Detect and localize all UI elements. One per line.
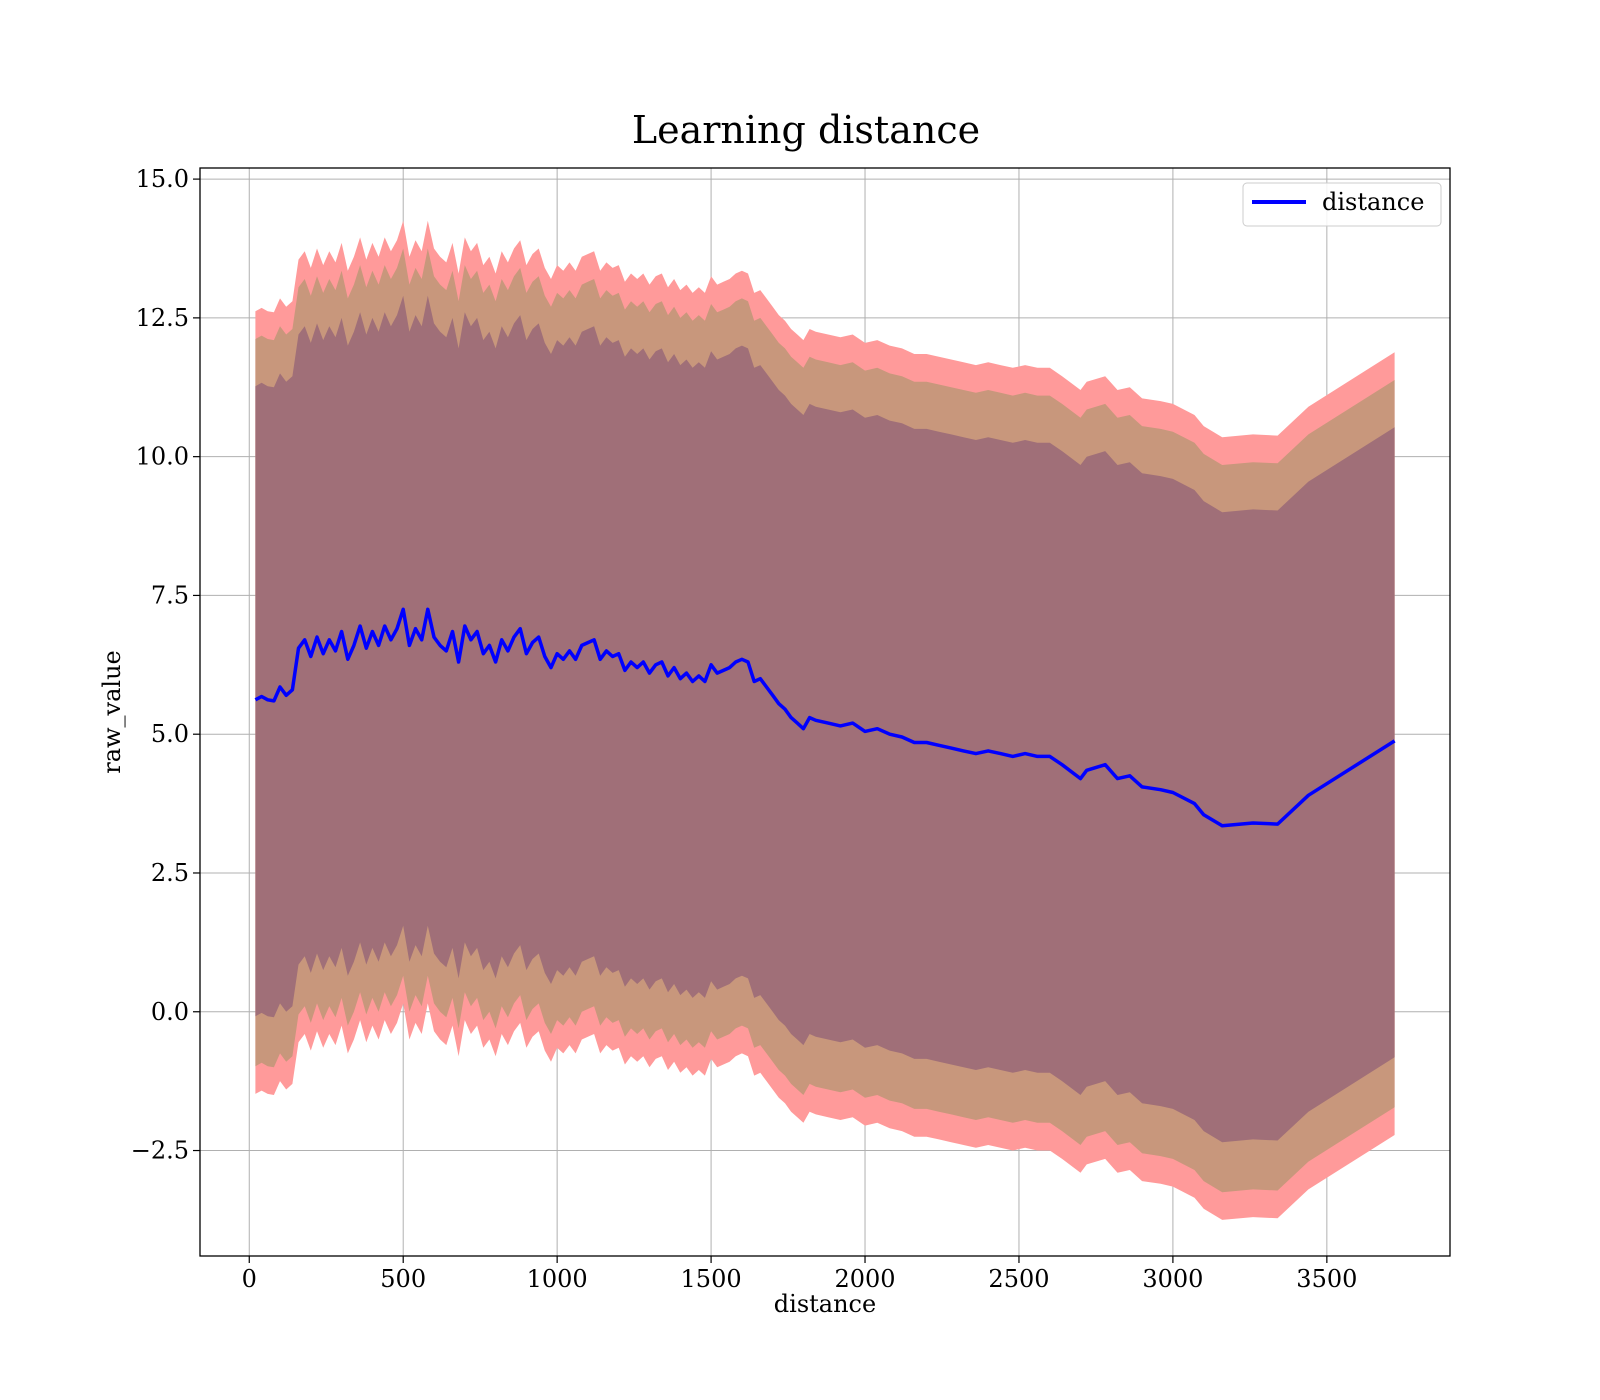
ticks: 0 500 1000 1500 2000 2500 3000 3500 −2.5 0.0 2.5 5.… — [131, 165, 1358, 1293]
x-tick-label: 2500 — [988, 1265, 1049, 1293]
series-lines — [254, 607, 1396, 828]
legend: distance — [1242, 182, 1442, 227]
x-tick-label: 500 — [380, 1265, 426, 1293]
y-tick-label: 15.0 — [136, 165, 189, 193]
x-tick-label: 1000 — [527, 1265, 588, 1293]
x-tick-label: 0 — [242, 1265, 257, 1293]
plot-frame — [199, 167, 1451, 1257]
bands — [255, 220, 1395, 1220]
y-tick-label: 5.0 — [151, 720, 189, 748]
x-tick-label: 3500 — [1296, 1265, 1357, 1293]
chart-title: Learning distance — [632, 108, 980, 152]
y-tick-label: 0.0 — [151, 998, 189, 1026]
x-tick-label: 3000 — [1142, 1265, 1203, 1293]
x-tick-label: 1500 — [681, 1265, 742, 1293]
y-tick-label: 10.0 — [136, 443, 189, 471]
y-tick-label: 12.5 — [136, 304, 189, 332]
x-tick-label: 2000 — [834, 1265, 895, 1293]
x-axis-label: distance — [774, 1290, 876, 1318]
legend-label-distance: distance — [1322, 188, 1424, 216]
y-tick-label: 7.5 — [151, 581, 189, 609]
legend-box — [1242, 182, 1442, 227]
y-axis-label: raw_value — [98, 650, 126, 774]
series-line-distance — [254, 607, 1396, 828]
y-tick-label: 2.5 — [151, 859, 189, 887]
y-tick-label: −2.5 — [131, 1137, 189, 1165]
band-inner — [255, 295, 1395, 1143]
